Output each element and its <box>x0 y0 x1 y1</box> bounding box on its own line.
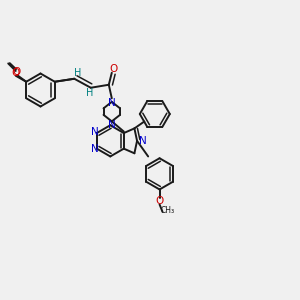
Text: N: N <box>108 120 116 130</box>
Text: O: O <box>109 64 117 74</box>
Text: N: N <box>91 127 98 137</box>
Text: H: H <box>85 88 93 98</box>
Text: O: O <box>12 67 20 76</box>
Text: O: O <box>11 68 20 78</box>
Text: H: H <box>74 68 81 78</box>
Text: N: N <box>91 144 98 154</box>
Text: N: N <box>108 98 116 108</box>
Text: CH₃: CH₃ <box>161 206 175 215</box>
Text: N: N <box>140 136 147 146</box>
Text: O: O <box>155 196 164 206</box>
